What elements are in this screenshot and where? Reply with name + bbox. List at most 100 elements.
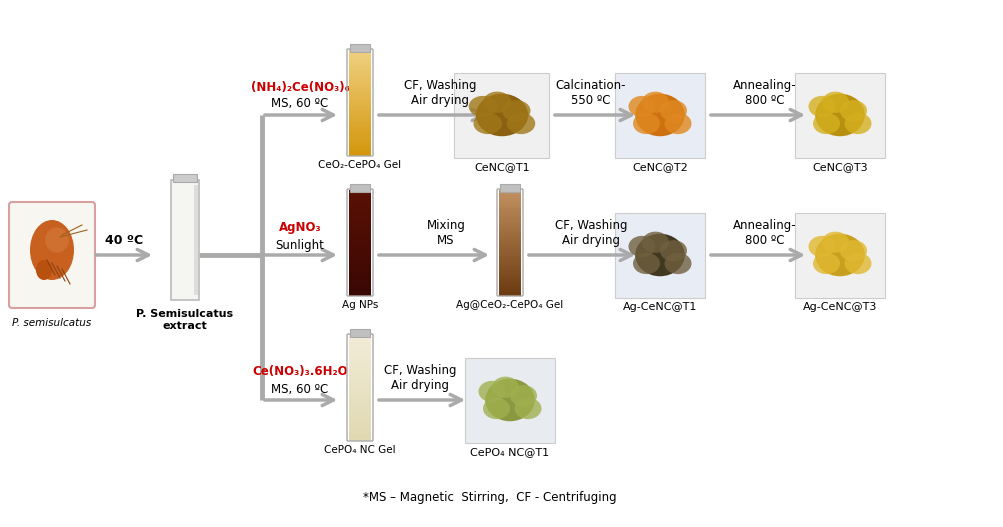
Bar — [350, 44, 370, 52]
Bar — [498, 258, 521, 261]
Bar — [349, 351, 371, 354]
Bar — [349, 422, 371, 425]
Bar — [498, 224, 521, 227]
Bar — [349, 113, 371, 116]
Bar — [498, 271, 521, 275]
Text: +: + — [349, 183, 370, 207]
Text: MS, 60 ºC: MS, 60 ºC — [271, 384, 328, 396]
Bar — [349, 364, 371, 367]
Bar — [349, 150, 371, 153]
Bar — [349, 121, 371, 124]
Bar — [349, 338, 371, 341]
Bar — [349, 408, 371, 412]
Bar — [349, 354, 371, 356]
Text: Annealing-
800 ºC: Annealing- 800 ºC — [732, 219, 796, 247]
Bar — [349, 374, 371, 377]
Bar — [349, 190, 371, 193]
Ellipse shape — [628, 96, 655, 117]
Bar — [498, 208, 521, 211]
Bar — [349, 411, 371, 414]
Bar — [349, 232, 371, 235]
Text: (NH₄)₂Ce(NO₃)₆: (NH₄)₂Ce(NO₃)₆ — [251, 81, 349, 93]
Bar — [349, 74, 371, 77]
Bar — [498, 261, 521, 264]
Bar — [498, 277, 521, 280]
Bar — [349, 274, 371, 277]
Bar — [498, 221, 521, 225]
Ellipse shape — [840, 100, 867, 121]
Bar — [498, 285, 521, 288]
Bar — [498, 190, 521, 193]
Bar — [498, 237, 521, 240]
Bar — [349, 432, 371, 435]
Bar — [349, 401, 371, 404]
Bar — [349, 240, 371, 243]
FancyBboxPatch shape — [9, 202, 95, 308]
Ellipse shape — [635, 94, 684, 136]
Bar — [349, 92, 371, 95]
Bar — [349, 90, 371, 93]
Bar — [349, 279, 371, 282]
Bar — [349, 356, 371, 359]
Text: CePO₄ NC Gel: CePO₄ NC Gel — [324, 445, 395, 455]
Bar — [498, 193, 521, 196]
Bar — [349, 261, 371, 264]
Bar — [349, 63, 371, 66]
Bar — [349, 71, 371, 74]
Bar — [349, 398, 371, 401]
Bar — [498, 227, 521, 230]
Bar — [349, 292, 371, 296]
Ellipse shape — [821, 92, 849, 113]
Text: Sunlight: Sunlight — [275, 239, 324, 251]
Bar — [349, 221, 371, 225]
Text: CeNC@T3: CeNC@T3 — [811, 162, 867, 172]
Bar — [349, 76, 371, 80]
Bar — [498, 235, 521, 238]
Ellipse shape — [659, 240, 686, 261]
Bar — [349, 229, 371, 232]
Bar — [349, 144, 371, 148]
Bar — [349, 237, 371, 240]
Bar — [498, 240, 521, 243]
Bar — [349, 82, 371, 85]
Bar — [498, 229, 521, 232]
Bar — [349, 108, 371, 111]
Bar — [349, 193, 371, 196]
Bar — [349, 277, 371, 280]
Bar — [349, 84, 371, 87]
Bar — [498, 198, 521, 201]
Bar — [349, 290, 371, 293]
Text: *MS – Magnetic  Stirring,  CF - Centrifuging: *MS – Magnetic Stirring, CF - Centrifugi… — [363, 492, 616, 504]
Text: Ce(NO₃)₃.6H₂O: Ce(NO₃)₃.6H₂O — [252, 366, 347, 378]
Bar — [350, 184, 370, 192]
Bar — [349, 271, 371, 275]
Bar — [349, 282, 371, 285]
Bar — [498, 200, 521, 203]
Bar — [349, 435, 371, 438]
Bar — [349, 224, 371, 227]
Bar — [498, 279, 521, 282]
Bar — [498, 274, 521, 277]
Text: CF, Washing
Air drying: CF, Washing Air drying — [403, 79, 475, 107]
Bar — [349, 110, 371, 113]
Ellipse shape — [632, 253, 659, 274]
Ellipse shape — [844, 253, 871, 274]
Bar — [349, 335, 371, 338]
Ellipse shape — [482, 398, 510, 419]
Bar — [615, 73, 704, 158]
Bar — [349, 346, 371, 349]
Bar — [349, 235, 371, 238]
Bar — [349, 200, 371, 203]
Bar — [349, 427, 371, 430]
Bar — [349, 385, 371, 388]
Text: 40 ºC: 40 ºC — [105, 235, 142, 248]
Ellipse shape — [468, 96, 496, 117]
Bar — [349, 430, 371, 433]
Bar — [349, 340, 371, 344]
Bar — [498, 266, 521, 269]
Text: Calcination-
550 ºC: Calcination- 550 ºC — [556, 79, 626, 107]
Bar — [349, 416, 371, 419]
Ellipse shape — [814, 234, 864, 276]
Bar — [349, 266, 371, 269]
Bar — [498, 216, 521, 219]
